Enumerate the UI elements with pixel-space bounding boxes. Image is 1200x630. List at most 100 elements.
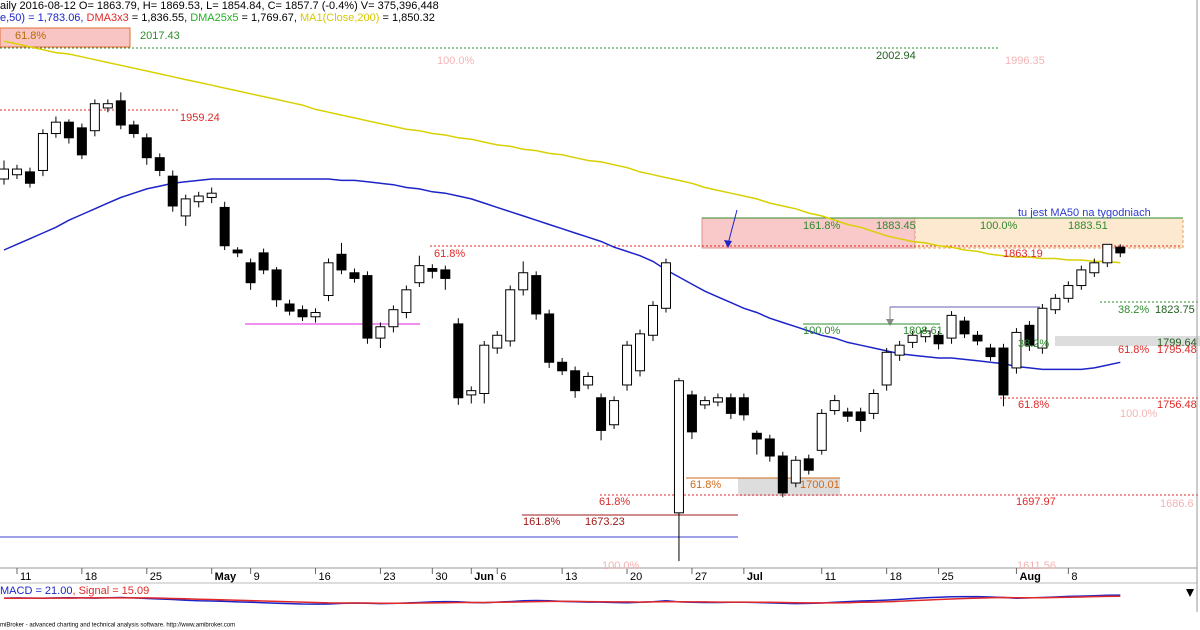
annotation: 1808.61 — [903, 325, 943, 337]
annotation: 161.8% — [523, 516, 561, 528]
candle-body — [1063, 285, 1074, 299]
x-tick-label: 30 — [435, 571, 447, 583]
annotation: 61.8% — [434, 248, 465, 260]
candle-body — [596, 397, 607, 431]
x-tick-label: 27 — [695, 571, 707, 583]
candle-body — [245, 262, 256, 284]
macd-legend: MACD = 21.00, Signal = 15.09 — [0, 585, 149, 597]
x-tick-label: 11 — [825, 571, 836, 583]
candle-body — [1102, 243, 1113, 264]
candle-body — [154, 157, 165, 171]
annotation: 100.0% — [602, 560, 640, 572]
candle-body — [414, 265, 425, 284]
candle-body — [725, 397, 736, 414]
candle-body — [712, 397, 723, 403]
candle-body — [1076, 269, 1087, 287]
candle-body — [855, 411, 866, 421]
x-tick-label: 25 — [150, 571, 162, 583]
candle-body — [232, 249, 243, 254]
legend-part: MACD = 21.00 — [0, 585, 72, 597]
x-tick-label: Jun — [474, 571, 494, 583]
candle-body — [219, 206, 230, 247]
legend-part: = 1,769.67, — [239, 12, 300, 24]
zone-box — [914, 217, 1184, 249]
candle-body — [842, 411, 853, 417]
candle-body — [816, 412, 827, 451]
candle-body — [518, 272, 529, 291]
annotation: 1799.64 — [1157, 337, 1197, 349]
candle-body — [89, 103, 100, 132]
annotation: 100.0% — [1120, 408, 1158, 420]
candle-body — [336, 253, 347, 271]
x-tick-label: 16 — [319, 571, 331, 583]
candle-body — [609, 400, 620, 426]
annotation: 61.8% — [690, 479, 721, 491]
annotation: 1883.45 — [876, 220, 916, 232]
x-tick-label: 13 — [565, 571, 577, 583]
legend-part: DMA3x3 — [87, 12, 129, 24]
candle-body — [141, 137, 152, 159]
annotation: 61.8% — [15, 30, 46, 42]
candle-body — [959, 320, 970, 335]
annotation: 1697.97 — [1016, 496, 1056, 508]
x-tick-label: Aug — [1019, 571, 1040, 583]
candle-body — [180, 198, 191, 217]
candle-body — [349, 272, 360, 279]
zone-box — [1055, 336, 1200, 346]
candle-body — [388, 309, 399, 328]
zone-box — [738, 478, 840, 496]
indicator-legend: e,50) = 1,783.06, DMA3x3 = 1,836.55, DMA… — [0, 12, 435, 24]
annotation: 61.8% — [599, 496, 630, 508]
candle-body — [660, 262, 671, 309]
x-tick-label: 25 — [942, 571, 954, 583]
candle-body — [362, 275, 373, 339]
candle-body — [1011, 331, 1022, 369]
scroll-arrow — [1186, 589, 1194, 597]
annotation: 1686.6 — [1160, 498, 1194, 510]
zone-box — [0, 27, 131, 48]
legend-part: , Signal = 15.09 — [72, 585, 149, 597]
arrow-head — [886, 319, 894, 326]
candle-body — [868, 393, 879, 414]
candle-body — [11, 168, 22, 176]
x-tick-label: 8 — [1071, 571, 1077, 583]
candle-body — [375, 326, 386, 339]
legend-part: DMA25x5 — [190, 12, 238, 24]
annotation: 2017.43 — [140, 30, 180, 42]
candle-body — [323, 262, 334, 296]
annotation: 100.0% — [980, 220, 1018, 232]
annotation: 100.0% — [437, 55, 475, 67]
annotation: 100.0% — [803, 325, 841, 337]
legend-part: = 1,836.55, — [129, 12, 190, 24]
candle-body — [297, 309, 308, 318]
candle-body — [648, 304, 658, 336]
candle-body — [907, 334, 918, 343]
candle-body — [738, 397, 749, 416]
candle-body — [1050, 297, 1061, 311]
annotation: 1611.56 — [1017, 560, 1056, 572]
candle-body — [453, 323, 464, 399]
candle-body — [440, 269, 451, 279]
candle-body — [271, 269, 282, 301]
arrow-head — [724, 240, 732, 248]
annotation: 1673.23 — [585, 516, 625, 528]
candle-body — [37, 133, 48, 171]
legend-part: = 1,850.32 — [379, 12, 434, 24]
candle-body — [985, 347, 996, 358]
candle-body — [764, 438, 775, 457]
annotation: 1756.48 — [1157, 399, 1197, 411]
header: aily 2016-08-12 O= 1863.79, H= 1869.53, … — [0, 0, 439, 12]
candle-body — [544, 313, 555, 363]
legend-part: MA1(Close,200) — [300, 12, 379, 24]
candle-body — [24, 171, 35, 184]
annotations: 61.8% 2017.43 2002.94 100.0% 1996.35 195… — [15, 30, 1197, 572]
candle-body — [0, 168, 9, 180]
candle-body — [466, 390, 477, 396]
candle-body — [881, 351, 892, 386]
x-tick-label: 6 — [500, 571, 506, 583]
candle-body — [401, 289, 412, 314]
legend-part: e,50) = 1,783.06, — [0, 12, 87, 24]
candle-body — [751, 432, 762, 440]
